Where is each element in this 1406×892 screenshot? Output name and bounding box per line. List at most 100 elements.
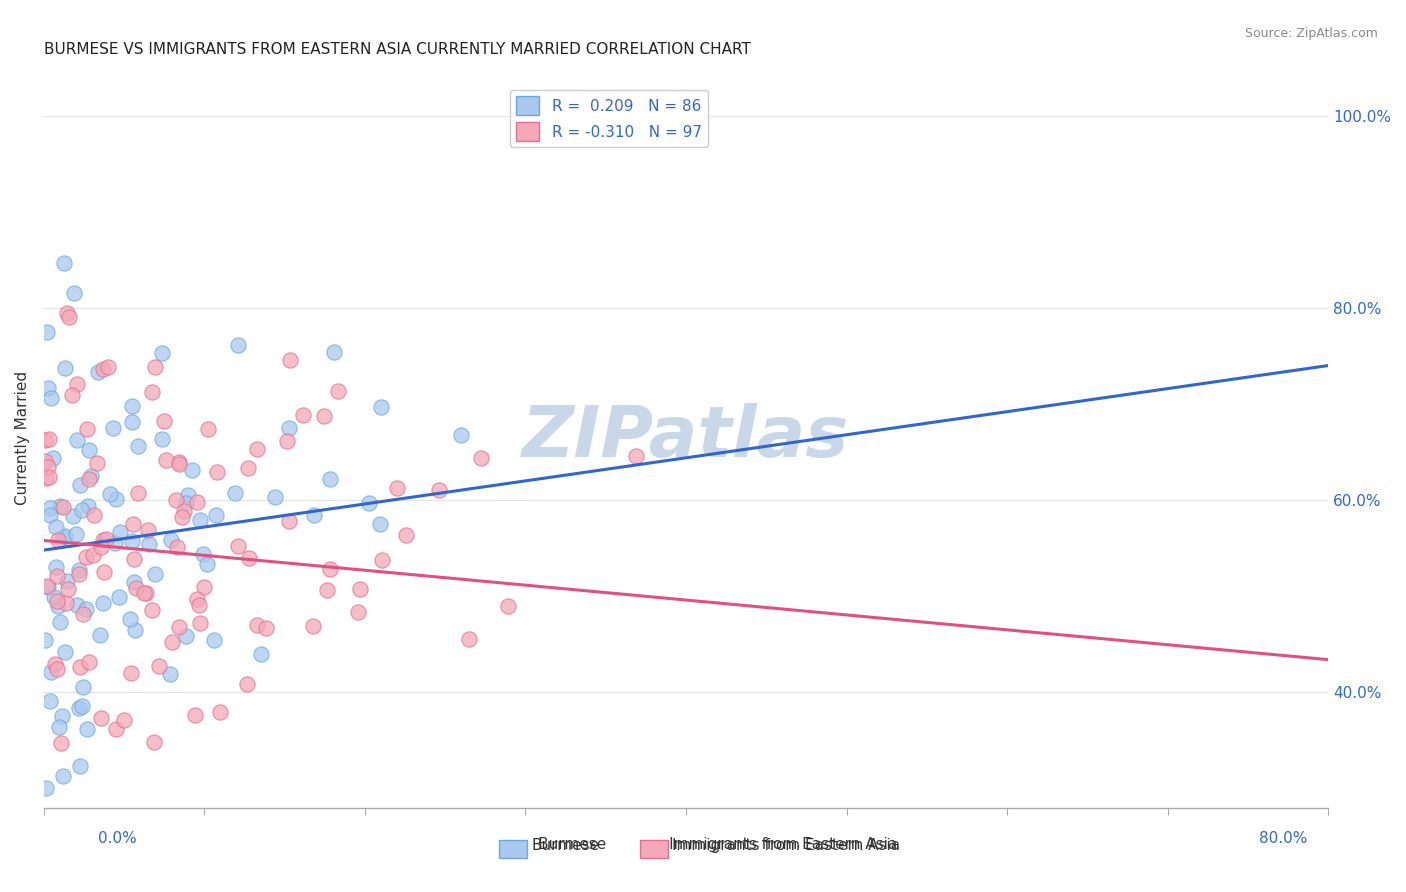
Point: [277, 514, 299, 528]
Point: [226, 539, 249, 553]
Point: [316, 582, 339, 597]
Point: [39, 391, 62, 405]
Point: [174, 496, 197, 510]
Text: ZIPatlas: ZIPatlas: [522, 403, 849, 472]
Point: [181, 462, 204, 476]
Point: [326, 384, 349, 398]
Text: Burmese: Burmese: [531, 838, 599, 853]
Point: [193, 581, 215, 595]
Point: [167, 457, 190, 471]
Point: [254, 621, 277, 635]
Point: [76, 499, 98, 513]
Point: [395, 528, 418, 542]
Point: [278, 353, 301, 368]
Point: [89, 627, 111, 641]
Point: [46, 533, 69, 548]
Point: [66, 598, 89, 612]
Point: [302, 619, 325, 633]
Point: [122, 575, 145, 590]
Point: [209, 705, 232, 719]
Point: [207, 465, 229, 479]
Point: [127, 486, 149, 500]
Point: [470, 450, 492, 465]
Point: [312, 409, 335, 424]
Point: [148, 659, 170, 673]
Point: [188, 513, 211, 527]
Y-axis label: Currently Married: Currently Married: [15, 370, 30, 505]
Point: [60, 388, 83, 402]
Point: [121, 415, 143, 429]
Point: [458, 632, 481, 646]
Point: [104, 536, 127, 550]
Text: Immigrants from Eastern Asia: Immigrants from Eastern Asia: [672, 838, 900, 853]
Text: Source: ZipAtlas.com: Source: ZipAtlas.com: [1244, 27, 1378, 40]
Point: [322, 345, 344, 359]
Point: [276, 434, 298, 449]
Point: [165, 492, 187, 507]
Point: [39, 694, 62, 708]
Point: [141, 384, 163, 399]
Point: [224, 485, 246, 500]
Point: [75, 602, 97, 616]
Point: [370, 400, 392, 414]
Point: [292, 409, 315, 423]
Point: [226, 338, 249, 352]
Point: [173, 504, 195, 518]
Point: [121, 534, 143, 549]
Point: [38, 470, 60, 484]
Point: [347, 605, 370, 619]
Point: [53, 361, 76, 376]
Point: [155, 453, 177, 467]
Point: [143, 735, 166, 749]
Point: [80, 468, 103, 483]
Point: [250, 647, 273, 661]
Point: [125, 581, 148, 595]
Point: [202, 632, 225, 647]
Point: [67, 563, 90, 577]
Point: [122, 552, 145, 566]
Point: [98, 487, 121, 501]
Point: [152, 345, 174, 359]
Point: [86, 456, 108, 470]
Point: [49, 615, 72, 629]
Point: [48, 720, 70, 734]
Point: [191, 547, 214, 561]
Point: [91, 361, 114, 376]
Point: [90, 540, 112, 554]
Point: [42, 450, 65, 465]
Point: [90, 710, 112, 724]
Point: [357, 496, 380, 510]
Point: [91, 533, 114, 548]
Point: [186, 494, 208, 508]
Point: [108, 591, 131, 605]
Point: [319, 472, 342, 486]
Point: [37, 381, 59, 395]
Point: [246, 442, 269, 456]
Text: ▪  Burmese: ▪ Burmese: [519, 838, 606, 852]
Point: [34, 633, 56, 648]
Point: [91, 596, 114, 610]
Point: [195, 557, 218, 571]
Point: [83, 508, 105, 522]
Point: [70, 503, 93, 517]
Point: [134, 585, 156, 599]
Point: [77, 442, 100, 457]
Point: [176, 488, 198, 502]
Legend: R =  0.209   N = 86, R = -0.310   N = 97: R = 0.209 N = 86, R = -0.310 N = 97: [510, 90, 707, 147]
Point: [37, 459, 59, 474]
Point: [37, 580, 59, 594]
Point: [120, 612, 142, 626]
Point: [55, 306, 77, 320]
Point: [624, 449, 647, 463]
Point: [82, 549, 104, 563]
Point: [66, 433, 89, 447]
Text: BURMESE VS IMMIGRANTS FROM EASTERN ASIA CURRENTLY MARRIED CORRELATION CHART: BURMESE VS IMMIGRANTS FROM EASTERN ASIA …: [44, 42, 751, 57]
Point: [264, 490, 287, 504]
Point: [34, 454, 56, 468]
Point: [41, 665, 63, 679]
Point: [246, 617, 269, 632]
Point: [55, 596, 77, 610]
Point: [45, 593, 67, 607]
Point: [58, 310, 80, 325]
Point: [104, 491, 127, 506]
